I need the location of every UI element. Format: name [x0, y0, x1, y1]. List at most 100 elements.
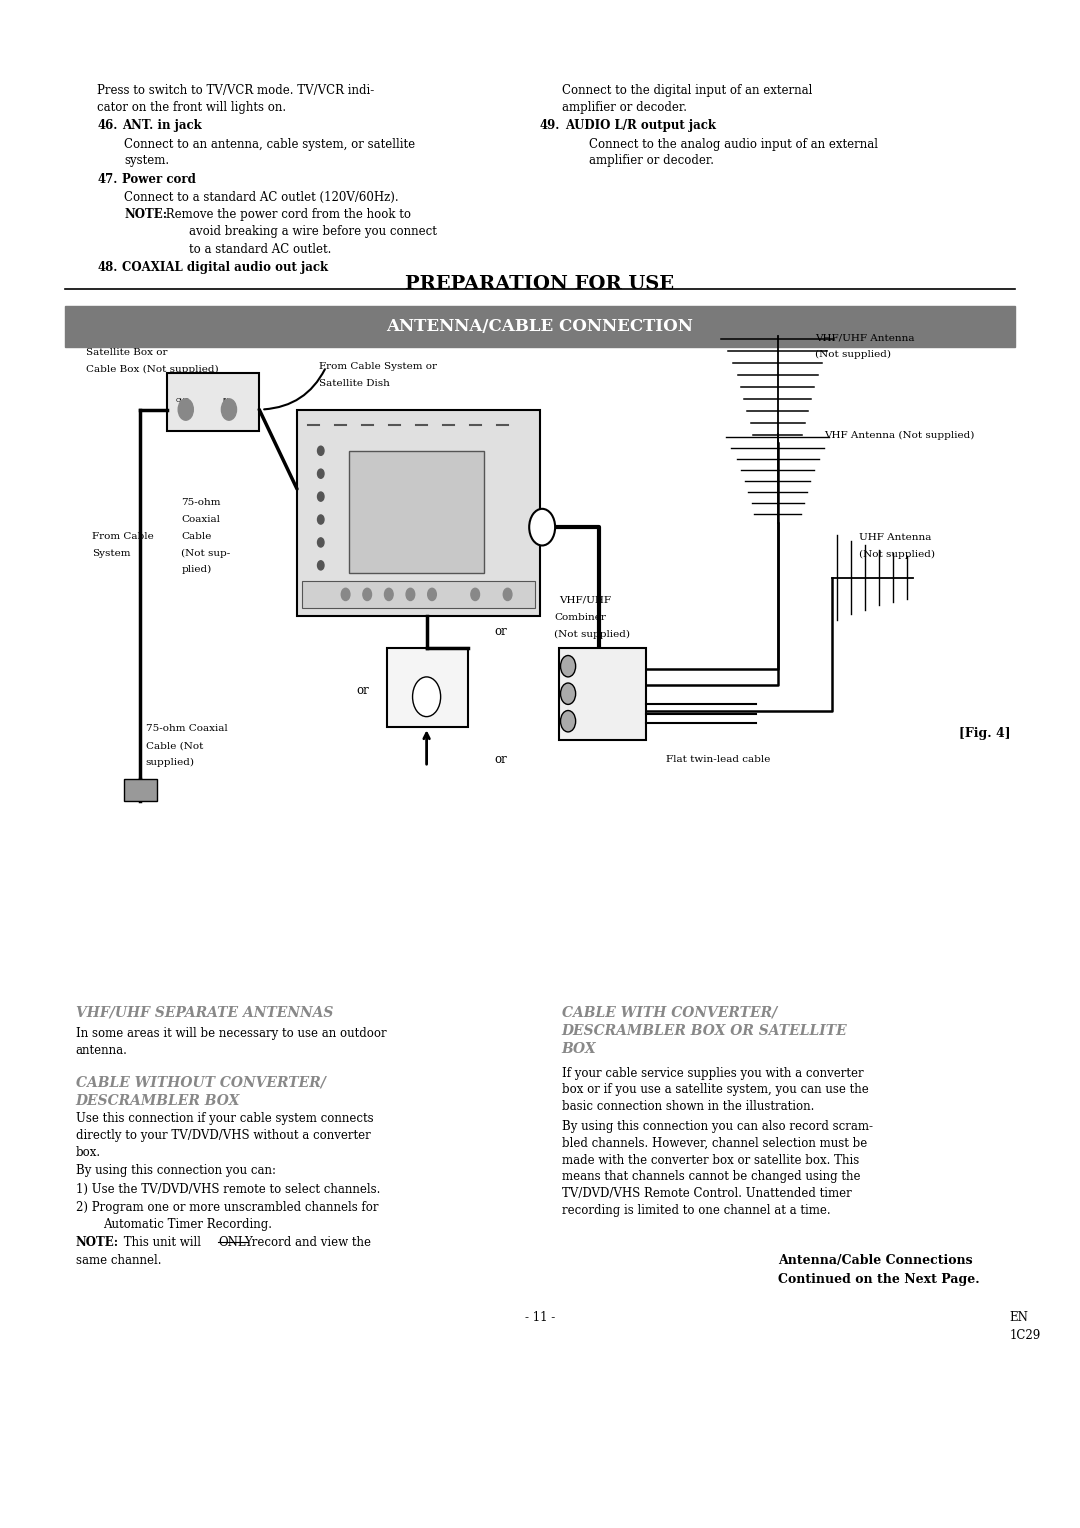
Text: 75-ohm Coaxial: 75-ohm Coaxial — [146, 724, 228, 733]
Text: Flat twin-lead cable: Flat twin-lead cable — [666, 755, 771, 764]
Circle shape — [363, 588, 372, 601]
Text: bled channels. However, channel selection must be: bled channels. However, channel selectio… — [562, 1137, 867, 1151]
Text: Press to switch to TV/VCR mode. TV/VCR indi-: Press to switch to TV/VCR mode. TV/VCR i… — [97, 84, 375, 98]
Text: Cable Box (Not supplied): Cable Box (Not supplied) — [86, 365, 219, 374]
Text: ANT.: ANT. — [415, 681, 438, 691]
Text: 2) Program one or more unscrambled channels for: 2) Program one or more unscrambled chann… — [76, 1201, 378, 1215]
Text: AUDIO L/R output jack: AUDIO L/R output jack — [565, 119, 716, 133]
Text: 47.: 47. — [97, 173, 118, 186]
Text: means that channels cannot be changed using the: means that channels cannot be changed us… — [562, 1170, 860, 1184]
Text: Connect to an antenna, cable system, or satellite: Connect to an antenna, cable system, or … — [124, 138, 416, 151]
Text: ONLY: ONLY — [218, 1236, 253, 1250]
Text: record and view the: record and view the — [248, 1236, 372, 1250]
Text: EN: EN — [1010, 1311, 1028, 1325]
Circle shape — [318, 469, 324, 478]
Text: (Not supplied): (Not supplied) — [859, 550, 934, 559]
Text: supplied): supplied) — [146, 758, 194, 767]
Text: In some areas it will be necessary to use an outdoor: In some areas it will be necessary to us… — [76, 1027, 387, 1041]
Text: (Not supplied): (Not supplied) — [554, 630, 630, 639]
Text: or: or — [495, 625, 508, 637]
Text: IN: IN — [222, 397, 229, 403]
Text: Cable: Cable — [181, 532, 212, 541]
Circle shape — [471, 588, 480, 601]
Text: Antenna/Cable Connections: Antenna/Cable Connections — [778, 1254, 972, 1268]
Text: cator on the front will lights on.: cator on the front will lights on. — [97, 101, 286, 115]
Text: amplifier or decoder.: amplifier or decoder. — [589, 154, 714, 168]
Text: box or if you use a satellite system, you can use the: box or if you use a satellite system, yo… — [562, 1083, 868, 1097]
Text: Satellite Dish: Satellite Dish — [319, 379, 390, 388]
Text: NOTE:: NOTE: — [124, 208, 167, 222]
Text: VHF Antenna (Not supplied): VHF Antenna (Not supplied) — [824, 431, 974, 440]
Text: amplifier or decoder.: amplifier or decoder. — [562, 101, 687, 115]
Text: directly to your TV/DVD/VHS without a converter: directly to your TV/DVD/VHS without a co… — [76, 1129, 370, 1143]
Circle shape — [561, 711, 576, 732]
Circle shape — [221, 399, 237, 420]
Text: BOX: BOX — [562, 1042, 596, 1056]
Text: NOTE:: NOTE: — [76, 1236, 119, 1250]
Text: Automatic Timer Recording.: Automatic Timer Recording. — [103, 1218, 271, 1232]
Text: CABLE WITH CONVERTER/: CABLE WITH CONVERTER/ — [562, 1005, 777, 1019]
Text: Continued on the Next Page.: Continued on the Next Page. — [778, 1273, 980, 1287]
Bar — [167, 373, 259, 431]
Text: Connect to a standard AC outlet (120V/60Hz).: Connect to a standard AC outlet (120V/60… — [124, 191, 399, 205]
Text: DESCRAMBLER BOX OR SATELLITE: DESCRAMBLER BOX OR SATELLITE — [562, 1024, 848, 1038]
Text: plied): plied) — [181, 565, 212, 575]
Circle shape — [428, 588, 436, 601]
Text: (Not sup-: (Not sup- — [181, 549, 231, 558]
Text: Satellite Box or: Satellite Box or — [86, 348, 167, 358]
Text: System: System — [92, 549, 131, 558]
Text: or: or — [356, 685, 369, 697]
Text: PREPARATION FOR USE: PREPARATION FOR USE — [405, 275, 675, 293]
Circle shape — [561, 656, 576, 677]
Text: Cable (Not: Cable (Not — [146, 741, 203, 750]
Text: If your cable service supplies you with a converter: If your cable service supplies you with … — [562, 1067, 863, 1080]
Text: By using this connection you can:: By using this connection you can: — [76, 1164, 275, 1178]
Text: Use this connection if your cable system connects: Use this connection if your cable system… — [76, 1112, 374, 1126]
Circle shape — [318, 561, 324, 570]
Text: Connect to the digital input of an external: Connect to the digital input of an exter… — [562, 84, 812, 98]
Text: Connect to the analog audio input of an external: Connect to the analog audio input of an … — [589, 138, 878, 151]
Text: From Cable System or: From Cable System or — [319, 362, 436, 371]
Bar — [124, 779, 157, 801]
Text: TV/DVD/VHS Remote Control. Unattended timer: TV/DVD/VHS Remote Control. Unattended ti… — [562, 1187, 851, 1201]
Text: to a standard AC outlet.: to a standard AC outlet. — [189, 243, 332, 257]
Text: ANTENNA/CABLE CONNECTION: ANTENNA/CABLE CONNECTION — [387, 318, 693, 335]
Text: VHF/UHF Antenna: VHF/UHF Antenna — [815, 333, 915, 342]
Circle shape — [503, 588, 512, 601]
Text: Coaxial: Coaxial — [181, 515, 220, 524]
Text: 48.: 48. — [97, 261, 118, 275]
Bar — [65, 306, 1015, 347]
Text: VHF/UHF: VHF/UHF — [559, 596, 611, 605]
Text: 75-ohm: 75-ohm — [181, 498, 221, 507]
Text: VHF/UHF SEPARATE ANTENNAS: VHF/UHF SEPARATE ANTENNAS — [76, 1005, 333, 1019]
Text: Power cord: Power cord — [122, 173, 195, 186]
Bar — [297, 410, 540, 616]
Bar — [387, 648, 468, 727]
Text: UHF Antenna: UHF Antenna — [859, 533, 931, 542]
Circle shape — [318, 492, 324, 501]
Circle shape — [384, 588, 393, 601]
Text: COAXIAL digital audio out jack: COAXIAL digital audio out jack — [122, 261, 328, 275]
Text: 1) Use the TV/DVD/VHS remote to select channels.: 1) Use the TV/DVD/VHS remote to select c… — [76, 1183, 380, 1196]
Circle shape — [318, 538, 324, 547]
Text: avoid breaking a wire before you connect: avoid breaking a wire before you connect — [189, 225, 437, 238]
Text: box.: box. — [76, 1146, 100, 1160]
Text: 1C29: 1C29 — [1010, 1329, 1041, 1343]
Text: or: or — [495, 753, 508, 766]
Text: OUT: OUT — [176, 397, 189, 403]
Text: made with the converter box or satellite box. This: made with the converter box or satellite… — [562, 1154, 859, 1167]
Bar — [559, 648, 646, 740]
Circle shape — [529, 509, 555, 545]
Text: CABLE WITHOUT CONVERTER/: CABLE WITHOUT CONVERTER/ — [76, 1076, 325, 1089]
Circle shape — [318, 446, 324, 455]
Text: 46.: 46. — [97, 119, 118, 133]
Text: system.: system. — [124, 154, 170, 168]
Text: recording is limited to one channel at a time.: recording is limited to one channel at a… — [562, 1204, 831, 1218]
Text: antenna.: antenna. — [76, 1044, 127, 1057]
Text: By using this connection you can also record scram-: By using this connection you can also re… — [562, 1120, 873, 1134]
Text: [Fig. 4]: [Fig. 4] — [959, 727, 1011, 740]
Circle shape — [178, 399, 193, 420]
Circle shape — [318, 584, 324, 593]
Bar — [302, 581, 535, 608]
Circle shape — [341, 588, 350, 601]
